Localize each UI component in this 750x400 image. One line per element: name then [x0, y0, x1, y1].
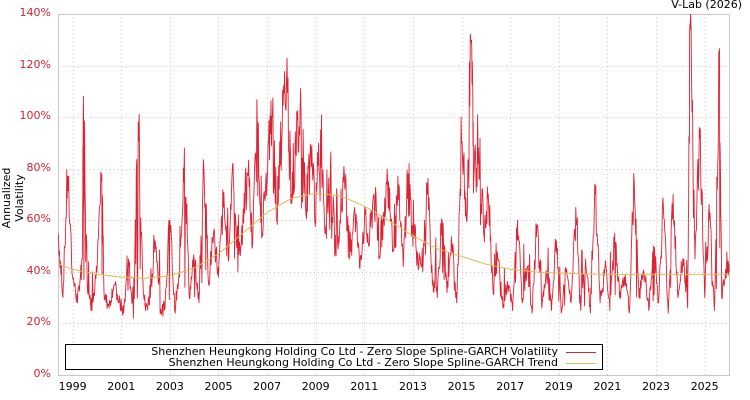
y-tick-label: 60%	[26, 212, 51, 226]
x-tick-label: 2009	[301, 380, 330, 393]
y-tick-label: 140%	[19, 6, 51, 19]
legend-swatch-trend	[566, 362, 596, 364]
y-tick-label: 40%	[26, 263, 51, 277]
x-tick-label: 2015	[447, 380, 476, 393]
x-tick-label: 2019	[544, 380, 573, 393]
chart-legend: Shenzhen Heungkong Holding Co Ltd - Zero…	[65, 344, 603, 370]
y-tick-label: 20%	[26, 315, 51, 329]
plot-frame	[58, 14, 730, 376]
legend-item-volatility: Shenzhen Heungkong Holding Co Ltd - Zero…	[151, 346, 596, 358]
grid-lines	[58, 14, 729, 375]
x-tick-label: 2011	[350, 380, 379, 393]
x-tick-label: 2003	[155, 380, 184, 393]
x-tick-label: 2001	[107, 380, 136, 393]
x-tick-label: 2025	[690, 380, 719, 393]
x-tick-label: 1999	[58, 380, 87, 393]
x-tick-label: 2021	[593, 380, 622, 393]
y-tick-label: 80%	[26, 160, 51, 174]
x-tick-label: 2005	[204, 380, 233, 393]
x-tick-label: 2023	[642, 380, 671, 393]
legend-label-volatility: Shenzhen Heungkong Holding Co Ltd - Zero…	[151, 345, 558, 358]
x-tick-label: 2017	[496, 380, 525, 393]
trend-line	[58, 192, 729, 279]
legend-label-trend: Shenzhen Heungkong Holding Co Ltd - Zero…	[168, 356, 558, 369]
x-tick-label: 2007	[253, 380, 282, 393]
legend-item-trend: Shenzhen Heungkong Holding Co Ltd - Zero…	[169, 357, 596, 369]
y-axis-label: Annualized Volatility	[0, 167, 26, 229]
y-tick-label: 0%	[33, 367, 51, 380]
y-tick-label: 100%	[19, 109, 51, 123]
chart-credit: V-Lab (2026)	[671, 0, 742, 11]
y-tick-label: 120%	[19, 57, 51, 71]
x-tick-label: 2013	[398, 380, 427, 393]
volatility-line	[58, 14, 730, 319]
legend-swatch-volatility	[566, 351, 596, 353]
